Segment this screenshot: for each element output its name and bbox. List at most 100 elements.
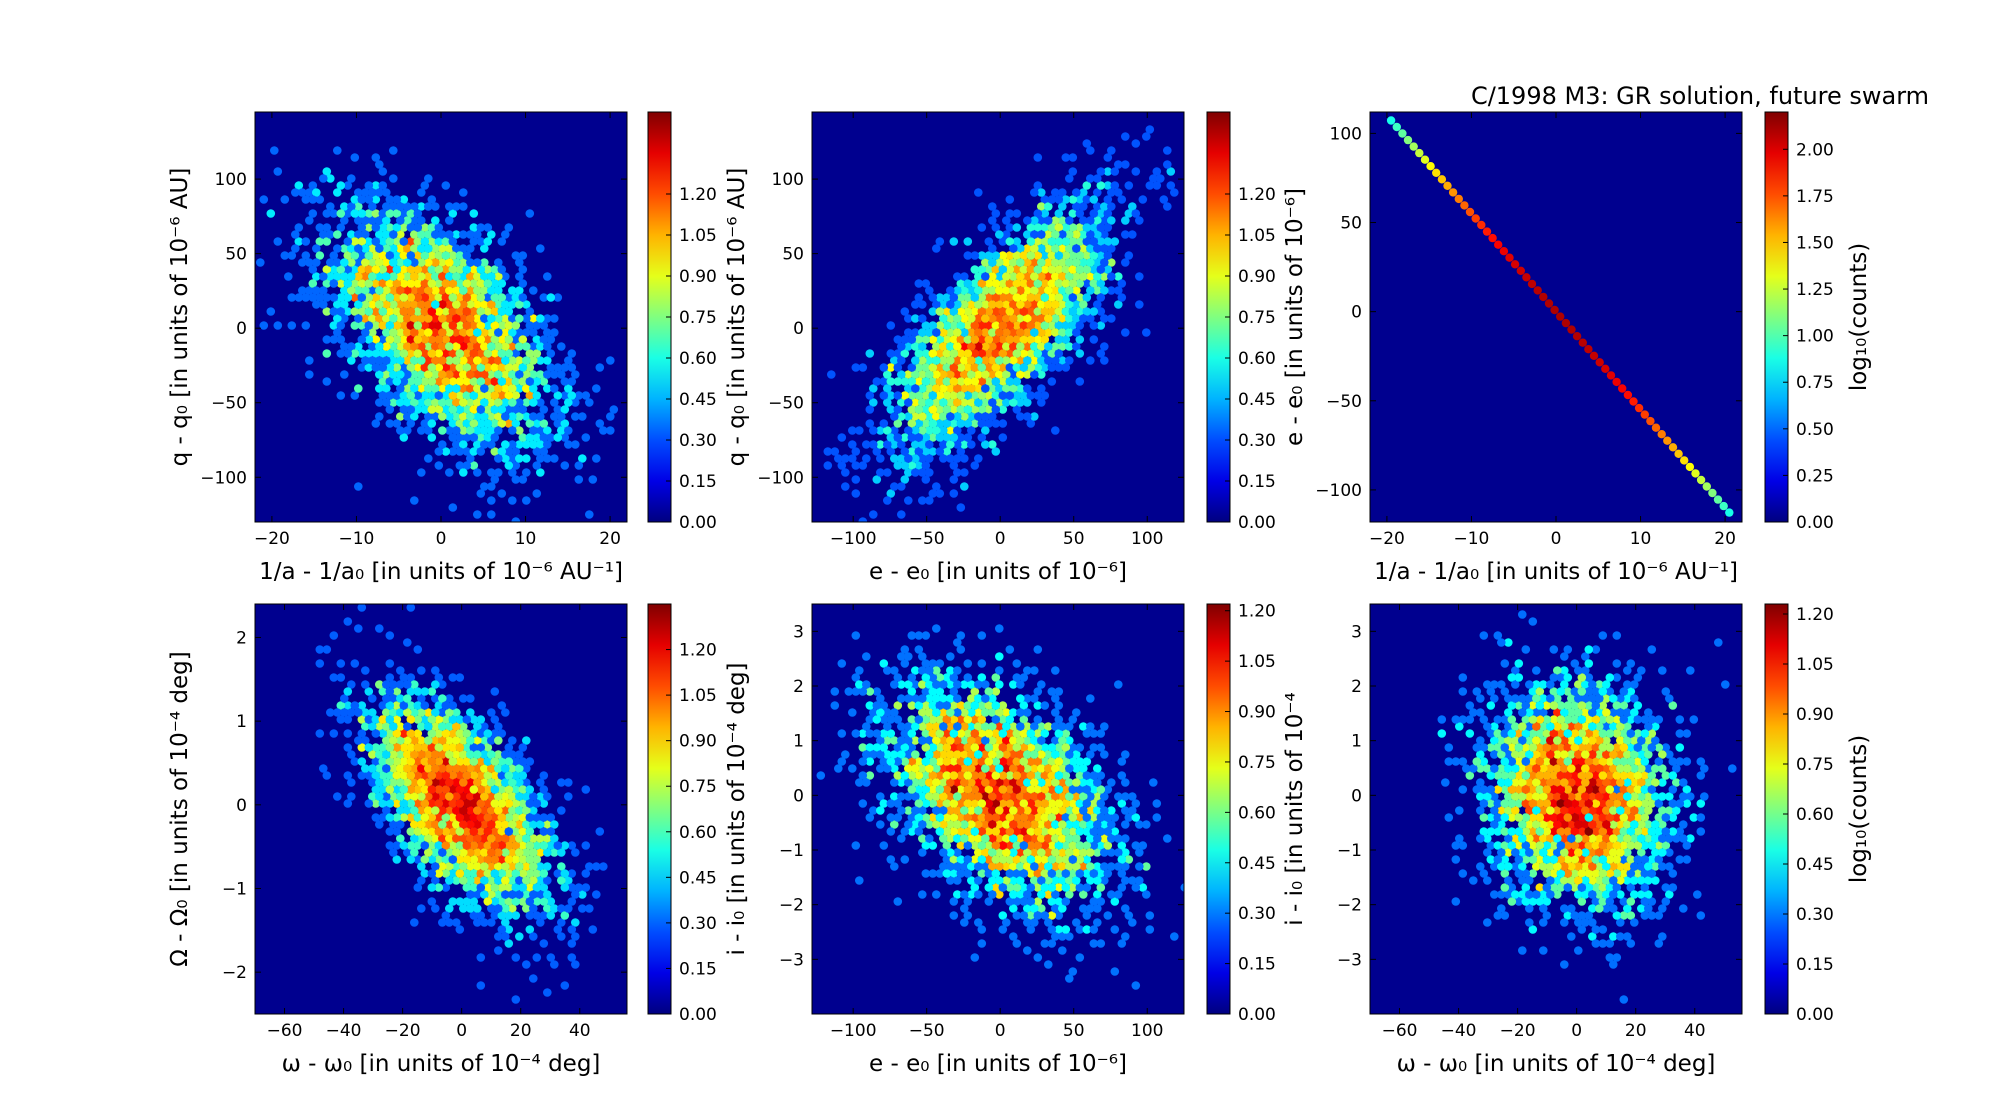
hexbin-cell bbox=[445, 750, 454, 759]
hexbin-cell bbox=[963, 701, 973, 710]
hexbin-cell bbox=[995, 300, 1004, 309]
hexbin-cell bbox=[865, 701, 875, 710]
hexbin-cell bbox=[963, 841, 973, 850]
y-tick-label: 2 bbox=[793, 677, 804, 697]
hexbin-cell bbox=[1019, 265, 1029, 274]
hexbin-cell bbox=[1131, 813, 1141, 822]
hexbin-cell bbox=[525, 349, 535, 358]
hexbin-cell bbox=[473, 750, 482, 759]
hexbin-cell bbox=[1037, 230, 1046, 239]
hexbin-cell bbox=[974, 272, 983, 281]
hexbin-cell bbox=[1051, 834, 1060, 843]
hexbin-cell bbox=[1542, 743, 1552, 752]
hexbin-cell bbox=[511, 953, 521, 962]
hexbin-cell bbox=[1089, 799, 1099, 808]
hexbin-cell bbox=[953, 398, 962, 407]
hexbin-cell bbox=[417, 834, 426, 843]
hexbin-cell bbox=[1532, 792, 1541, 801]
hexbin-cell bbox=[1047, 363, 1057, 372]
hexbin-cell bbox=[1588, 820, 1597, 829]
hexbin-cell bbox=[1682, 785, 1692, 794]
hexbin-cell bbox=[1051, 188, 1060, 197]
hexbin-cell bbox=[424, 806, 433, 815]
hexbin-cell bbox=[1479, 827, 1489, 836]
hexbin-cell bbox=[977, 307, 987, 316]
hexbin-cell bbox=[1612, 659, 1622, 668]
hexbin-cell bbox=[1065, 736, 1074, 745]
hexbin-cell bbox=[389, 764, 398, 773]
hexbin-cell bbox=[1009, 314, 1018, 323]
hexbin-cell bbox=[900, 757, 910, 766]
hexbin-cell bbox=[361, 314, 370, 323]
hexbin-cell bbox=[1016, 792, 1025, 801]
hexbin-cell bbox=[347, 258, 356, 267]
hexbin-cell bbox=[336, 391, 346, 400]
hexbin-cell bbox=[326, 272, 335, 281]
hexbin-cell bbox=[974, 792, 983, 801]
hexbin-cell bbox=[988, 792, 997, 801]
hexbin-cell bbox=[1556, 883, 1566, 892]
hexbin-cell bbox=[424, 244, 433, 253]
hexbin-cell bbox=[476, 869, 486, 878]
hexbin-cell bbox=[417, 342, 426, 351]
hexbin-cell bbox=[567, 391, 577, 400]
hexbin-cell bbox=[1511, 680, 1520, 689]
hexbin-cell bbox=[1665, 834, 1674, 843]
hexbin-cell bbox=[529, 862, 538, 871]
hexbin-cell bbox=[960, 272, 969, 281]
hexbin-cell bbox=[322, 377, 332, 386]
hexbin-cell bbox=[399, 743, 409, 752]
hexbin-cell bbox=[1696, 757, 1706, 766]
hexbin-cell bbox=[1044, 272, 1053, 281]
hexbin-cell bbox=[315, 645, 325, 654]
hexbin-cell bbox=[855, 426, 864, 435]
hexbin-cell bbox=[1444, 743, 1454, 752]
hexbin-cell bbox=[389, 750, 398, 759]
hexbin-cell bbox=[550, 398, 559, 407]
hexbin-cell bbox=[490, 911, 500, 920]
hexbin-cell bbox=[1026, 729, 1036, 738]
hexbin-cell bbox=[1685, 462, 1695, 472]
hexbin-cell bbox=[851, 687, 861, 696]
hexbin-cell bbox=[1497, 904, 1506, 913]
x-tick-label: −10 bbox=[339, 529, 375, 549]
hexbin-cell bbox=[504, 461, 514, 470]
hexbin-cell bbox=[907, 701, 917, 710]
hexbin-cell bbox=[974, 750, 983, 759]
hexbin-cell bbox=[480, 778, 489, 787]
hexbin-cell bbox=[536, 862, 545, 871]
hexbin-cell bbox=[361, 764, 370, 773]
hexbin-cell bbox=[1086, 778, 1095, 787]
hexbin-cell bbox=[886, 433, 896, 442]
hexbin-cell bbox=[1528, 785, 1538, 794]
hexbin-cell bbox=[504, 827, 514, 836]
hexbin-cell bbox=[476, 335, 486, 344]
hexbin-cell bbox=[431, 694, 440, 703]
hexbin-cell bbox=[518, 743, 528, 752]
hexbin-cell bbox=[1560, 652, 1569, 661]
hexbin-cell bbox=[459, 426, 468, 435]
hexbin-cell bbox=[925, 398, 934, 407]
hexbin-cell bbox=[399, 363, 409, 372]
hexbin-cell bbox=[893, 461, 903, 470]
hexbin-cell bbox=[606, 426, 615, 435]
y-tick-label: −50 bbox=[1326, 392, 1362, 412]
hexbin-cell bbox=[522, 904, 531, 913]
y-tick-label: −3 bbox=[1337, 950, 1362, 970]
hexbin-cell bbox=[1089, 785, 1099, 794]
hexbin-cell bbox=[427, 771, 437, 780]
hexbin-cell bbox=[1082, 139, 1092, 148]
hexbin-cell bbox=[536, 890, 545, 899]
hexbin-cell bbox=[1458, 673, 1468, 682]
hexbin-cell bbox=[560, 419, 570, 428]
hexbin-cell bbox=[1005, 349, 1015, 358]
hexbin-cell bbox=[977, 391, 987, 400]
hexbin-cell bbox=[907, 447, 917, 456]
hexbin-cell bbox=[893, 391, 903, 400]
hexbin-cell bbox=[1033, 223, 1043, 232]
hexbin-cell bbox=[1114, 272, 1123, 281]
hexbin-cell bbox=[536, 342, 545, 351]
hexbin-cell bbox=[1686, 666, 1695, 675]
hexbin-cell bbox=[1033, 251, 1043, 260]
hexbin-cell bbox=[1665, 848, 1674, 857]
